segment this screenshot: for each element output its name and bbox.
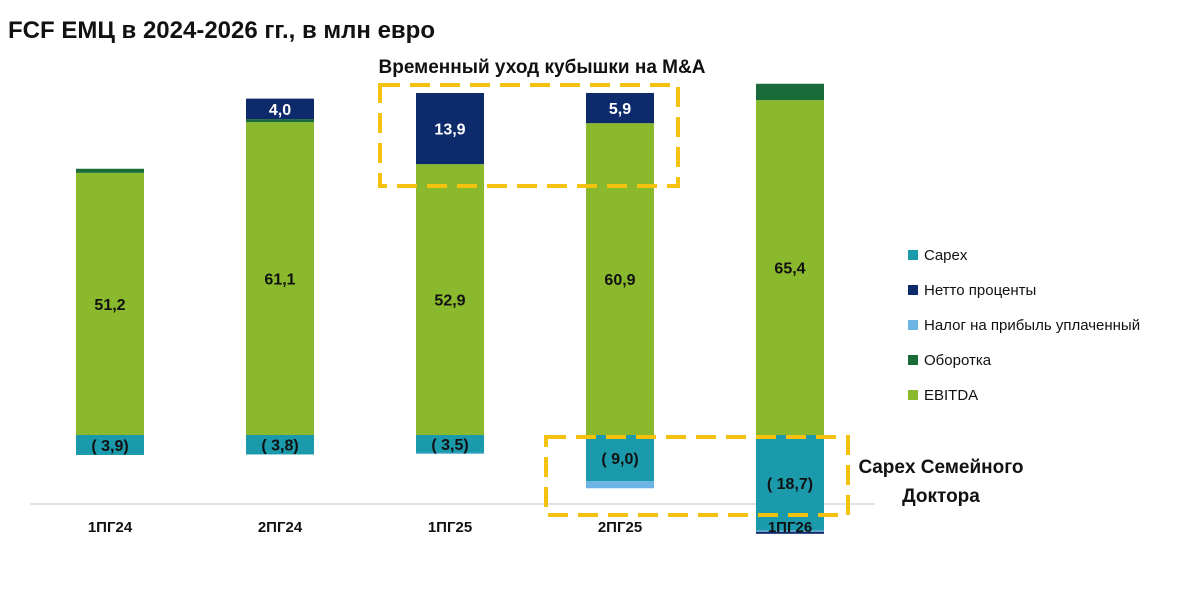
data-label-capex-3: ( 9,0): [601, 451, 638, 468]
bar-working_capital-1: [246, 119, 314, 123]
bar-interest-2: [416, 92, 484, 165]
legend-label-ebitda: EBITDA: [924, 387, 978, 404]
highlight-box-top: [378, 83, 680, 188]
annotation-bottom-line1: Capex Семейного: [859, 457, 1024, 478]
data-label-ebitda-2: 52,9: [434, 293, 465, 310]
data-label-capex-0: ( 3,9): [91, 438, 128, 455]
bars: [76, 83, 824, 534]
legend-label-tax: Налог на прибыль уплаченный: [924, 317, 1140, 334]
x-tick-3: 2ПГ25: [598, 519, 642, 536]
data-label-interest-3: 5,9: [609, 101, 631, 118]
legend-swatch-tax: [908, 320, 918, 330]
bar-interest-1: [246, 98, 314, 120]
x-tick-2: 1ПГ25: [428, 519, 472, 536]
data-label-interest-2: 13,9: [434, 122, 465, 139]
bar-interest-3: [586, 92, 654, 124]
data-label-capex-1: ( 3,8): [261, 438, 298, 455]
annotation-top: Временный уход кубышки на M&A: [379, 57, 706, 78]
bar-ebitda-4: [756, 100, 824, 435]
data-label-ebitda-0: 51,2: [94, 297, 125, 314]
bar-ebitda-1: [246, 122, 314, 435]
legend-swatch-interest: [908, 285, 918, 295]
bar-working_capital-4: [756, 83, 824, 101]
data-label-ebitda-3: 60,9: [604, 272, 635, 289]
legend-swatch-capex: [908, 250, 918, 260]
legend: Capex Нетто проценты Налог на прибыль упла…: [908, 247, 1140, 404]
x-tick-0: 1ПГ24: [88, 519, 133, 536]
bar-capex-0: [76, 435, 144, 455]
legend-label-interest: Нетто проценты: [924, 282, 1036, 299]
bar-tax-3: [586, 481, 654, 489]
legend-swatch-working_capital: [908, 355, 918, 365]
bar-interest-4: [756, 531, 824, 534]
x-tick-1: 2ПГ24: [258, 519, 303, 536]
highlight-box-bottom: [544, 435, 850, 517]
bar-tax-2: [416, 452, 484, 454]
bar-ebitda-2: [416, 164, 484, 436]
legend-label-capex: Capex: [924, 247, 968, 264]
legend-label-working_capital: Оборотка: [924, 352, 992, 369]
data-label-capex-2: ( 3,5): [431, 437, 468, 454]
bar-ebitda-0: [76, 172, 144, 435]
annotation-bottom-line2: Доктора: [902, 486, 980, 507]
x-tick-4: 1ПГ26: [768, 519, 812, 536]
data-label-ebitda-4: 65,4: [774, 261, 805, 278]
x-tick-labels: 1ПГ24 2ПГ24 1ПГ25 2ПГ25 1ПГ26: [88, 519, 812, 536]
legend-swatch-ebitda: [908, 390, 918, 400]
data-label-ebitda-1: 61,1: [264, 272, 295, 289]
bar-capex-1: [246, 435, 314, 455]
bar-capex-3: [586, 435, 654, 482]
data-label-interest-1: 4,0: [269, 102, 291, 119]
data-label-capex-4: ( 18,7): [767, 476, 813, 493]
bar-labels: 51,2 ( 3,9) 61,1 4,0 ( 3,8) 52,9 13,9 ( 3,5) 60,…: [91, 101, 813, 493]
bar-tax-4: [756, 530, 824, 532]
bar-capex-2: [416, 435, 484, 453]
chart-title: FCF ЕМЦ в 2024-2026 гг., в млн евро: [8, 17, 435, 44]
bar-working_capital-0: [76, 168, 144, 173]
bar-ebitda-3: [586, 123, 654, 435]
